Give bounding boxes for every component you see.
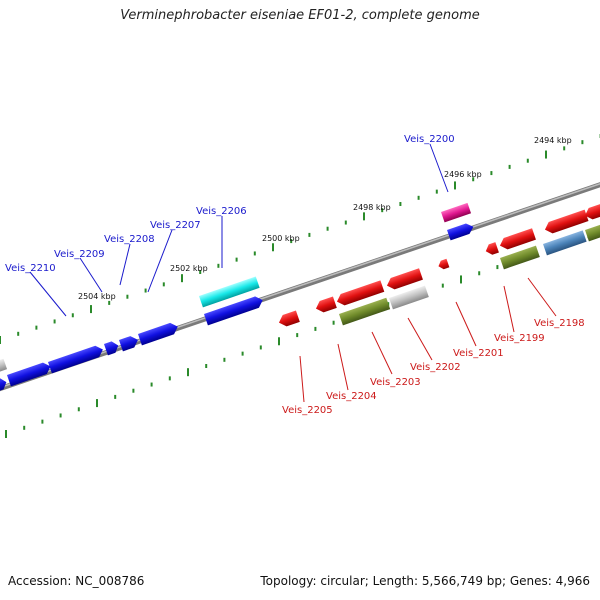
gene-right-red-2[interactable]: [583, 200, 600, 221]
kbp-label-2502: 2502 kbp: [170, 264, 208, 273]
gene-veis-2200-blue[interactable]: [447, 222, 475, 241]
gene-veis-2200-magenta[interactable]: [441, 202, 472, 223]
gene-left-blue-1[interactable]: [7, 361, 53, 387]
gene-veis-2202-red[interactable]: [385, 268, 423, 291]
gene-veis-2207[interactable]: [138, 321, 180, 346]
kbp-label-2494: 2494 kbp: [534, 136, 572, 145]
label-veis-2206[interactable]: Veis_2206: [196, 206, 247, 217]
label-veis-2210[interactable]: Veis_2210: [5, 263, 56, 274]
label-veis-2209[interactable]: Veis_2209: [54, 249, 105, 260]
accession-text: Accession: NC_008786: [8, 574, 145, 588]
kbp-label-2498: 2498 kbp: [353, 203, 391, 212]
map-title: Verminephrobacter eiseniae EF01-2, compl…: [120, 8, 480, 23]
kbp-label-2500: 2500 kbp: [262, 234, 300, 243]
label-veis-2201[interactable]: Veis_2201: [453, 348, 504, 359]
gene-veis-2203-olive[interactable]: [339, 297, 391, 326]
label-veis-2207[interactable]: Veis_2207: [150, 220, 201, 231]
gene-veis-2199-red[interactable]: [498, 228, 536, 251]
gene-left-gray[interactable]: [0, 358, 8, 373]
gene-veis-2206-blue[interactable]: [204, 294, 265, 326]
top-leader-lines: [29, 143, 449, 317]
gene-veis-2201-red[interactable]: [437, 258, 450, 271]
gene-veis-2204-red[interactable]: [314, 296, 337, 314]
gene-steel-bar[interactable]: [543, 230, 587, 256]
gene-small-red-1[interactable]: [484, 242, 499, 256]
label-veis-2199[interactable]: Veis_2199: [494, 333, 545, 344]
gene-veis-2205-red[interactable]: [277, 310, 300, 328]
gene-olive-bar-right[interactable]: [585, 222, 600, 242]
label-veis-2204[interactable]: Veis_2204: [326, 391, 377, 402]
gene-veis-2202-gray[interactable]: [389, 285, 429, 310]
gene-veis-2209[interactable]: [104, 340, 120, 356]
label-veis-2205[interactable]: Veis_2205: [282, 405, 333, 416]
gene-veis-2199-olive[interactable]: [500, 245, 540, 270]
label-veis-2202[interactable]: Veis_2202: [410, 362, 461, 373]
gene-left-blue-2[interactable]: [0, 376, 8, 392]
label-veis-2200[interactable]: Veis_2200: [404, 134, 455, 145]
label-veis-2203[interactable]: Veis_2203: [370, 377, 421, 388]
gene-veis-2206-cyan[interactable]: [199, 276, 260, 308]
gene-veis-2210[interactable]: [48, 344, 105, 374]
gene-veis-2203-red[interactable]: [335, 280, 385, 307]
kbp-label-2496: 2496 kbp: [444, 170, 482, 179]
topology-text: Topology: circular; Length: 5,566,749 bp…: [260, 574, 590, 588]
gene-right-red-1[interactable]: [543, 209, 589, 236]
kbp-label-2504: 2504 kbp: [78, 292, 116, 301]
label-veis-2208[interactable]: Veis_2208: [104, 234, 155, 245]
bottom-leader-lines: [299, 277, 557, 403]
upper-tick-row: [0, 133, 600, 344]
label-veis-2198[interactable]: Veis_2198: [534, 318, 585, 329]
gene-veis-2208[interactable]: [119, 334, 140, 352]
